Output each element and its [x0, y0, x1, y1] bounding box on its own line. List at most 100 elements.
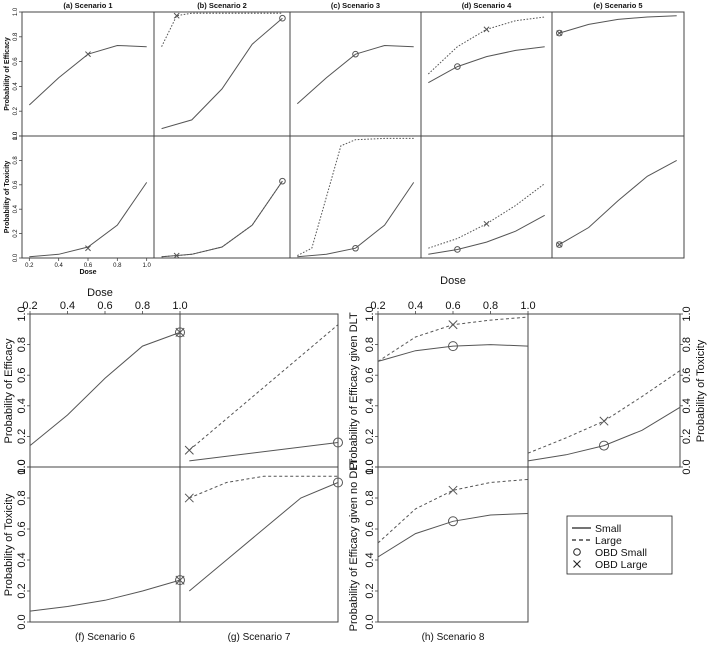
top-efficacy-ytick-label-4: 0.8 [13, 32, 19, 41]
legend-symbol-circle [573, 548, 581, 556]
panel-frame-toxicity-s5 [551, 135, 685, 259]
s8-efficacy-dlt-small-line [377, 344, 529, 362]
top-efficacy-ytick-label-0: 0.0 [13, 131, 19, 140]
s8-efficacy-nodlt-ytick-label-1: 0.2 [364, 583, 376, 598]
panel-frame-efficacy-s2 [153, 11, 291, 137]
s7-efficacy-small-line [189, 442, 339, 462]
bl-ylabel-efficacy: Probability of Efficacy [3, 338, 15, 443]
panel-frame-efficacy-s7 [179, 313, 339, 468]
s7-toxicity-small-line [188, 482, 339, 592]
legend-box [566, 515, 673, 575]
s8-efficacy-nodlt-large-line [377, 478, 529, 544]
s1-efficacy-obd-large-marker [85, 51, 91, 58]
s6-efficacy-ytick-label-5: 1.0 [16, 306, 28, 321]
s8-efficacy-dlt-obd-small-marker [448, 341, 458, 352]
s8-efficacy-nodlt-ytick-label-4: 0.8 [364, 490, 376, 505]
s5-toxicity-obd-small-marker [556, 241, 563, 248]
s8-toxicity-ytick-label-3: 0.6 [681, 368, 693, 383]
legend: Small Large OBD Small OBD Large [566, 515, 673, 575]
s3-efficacy-small-line [296, 44, 414, 105]
s4-efficacy-obd-small-marker [454, 63, 461, 70]
s6-efficacy-ytick-label-4: 0.8 [16, 337, 28, 352]
s8-efficacy-nodlt-small-line [377, 513, 529, 558]
s7-efficacy-large-line [188, 324, 339, 451]
top-dose-xtick-label-4: 1.0 [142, 263, 151, 269]
s5-efficacy-small-line [559, 15, 677, 34]
s8-ylabel-efficacy-nodlt: Probability of Efficacy given no DLT [348, 458, 360, 631]
top-ylabel-toxicity: Probability of Toxicity [4, 161, 11, 234]
s8-efficacy-dlt-ytick-label-4: 0.8 [364, 337, 376, 352]
s8-efficacy-dlt-ytick-label-0: 0.0 [364, 459, 376, 474]
s8-dose-xtick-label-4: 1.0 [520, 300, 535, 312]
s3-efficacy-obd-small-marker [352, 50, 359, 58]
s8-toxicity-ytick-label-2: 0.4 [681, 398, 693, 413]
s6-efficacy-ytick-label-2: 0.4 [16, 398, 28, 413]
s8-efficacy-dlt-obd-large-marker [448, 320, 458, 330]
s6-efficacy-small-line [29, 331, 181, 446]
s6-efficacy-obd-small-marker [175, 327, 185, 338]
s8-dose-xtick-label-2: 0.6 [445, 300, 460, 312]
s8-efficacy-dlt-ytick-label-5: 1.0 [364, 306, 376, 321]
top-dose-xtick-label-2: 0.6 [84, 263, 93, 269]
panel-frame-efficacy-s1 [21, 11, 155, 137]
panel-title-s4: (d) Scenario 4 [462, 1, 512, 10]
s7-toxicity-large-line [189, 475, 338, 499]
panel-frame-toxicity-s1 [21, 135, 155, 259]
s8-efficacy-nodlt-ytick-label-2: 0.4 [364, 552, 376, 567]
s8-efficacy-dlt-ytick-label-2: 0.4 [364, 398, 376, 413]
s8-dose-xtick-label-1: 0.4 [408, 300, 423, 312]
s6-toxicity-ytick-label-5: 1.0 [16, 459, 28, 474]
s6-dose-xtick-label-0: 0.2 [22, 300, 37, 312]
s6-toxicity-ytick-label-3: 0.6 [16, 521, 28, 536]
s6-efficacy-ytick-label-3: 0.6 [16, 368, 28, 383]
s6-xlabel-dose: Dose [87, 287, 113, 299]
panel-frame-efficacy-dlt-s8 [377, 313, 529, 468]
top-toxicity-ytick-label-1: 0.2 [13, 229, 19, 238]
panel-frame-toxicity-s2 [153, 135, 291, 259]
s5-toxicity-small-line [559, 159, 677, 246]
s5-efficacy-obd-small-marker [556, 29, 563, 37]
top-toxicity-ytick-label-3: 0.6 [13, 180, 19, 189]
s2-efficacy-obd-small-marker [279, 14, 286, 22]
s4-toxicity-small-line [428, 214, 545, 255]
s8-toxicity-ytick-label-5: 1.0 [681, 306, 693, 321]
s4-toxicity-obd-large-marker [483, 220, 490, 227]
s7-toxicity-obd-small-marker [333, 477, 343, 488]
chart-text: (a) Scenario 1 (b) Scenario 2 (c) Scenario… [3, 1, 707, 643]
s6-dose-xtick-label-4: 1.0 [172, 300, 187, 312]
s3-toxicity-obd-small-marker [352, 244, 359, 252]
s8-toxicity-ytick-label-1: 0.2 [681, 429, 693, 444]
s2-toxicity-obd-small-marker [279, 177, 286, 185]
s7-efficacy-obd-small-marker [333, 437, 343, 448]
panel-frame-toxicity-s6 [29, 466, 181, 623]
s6-efficacy-obd-large-marker [175, 327, 185, 337]
s5-toxicity-obd-large-marker [556, 241, 563, 248]
top-efficacy-ytick-label-5: 1.0 [13, 7, 19, 16]
legend-label-small: Small [595, 523, 621, 535]
panel-frame-toxicity-s8 [527, 313, 681, 468]
s6-toxicity-obd-large-marker [175, 575, 185, 585]
top-dose-xtick-label-1: 0.4 [54, 263, 63, 269]
top-toxicity-ytick-label-4: 0.8 [13, 156, 19, 165]
top-toxicity-ytick-label-2: 0.4 [13, 204, 19, 213]
s4-efficacy-obd-large-marker [483, 26, 490, 33]
s6-dose-xtick-label-3: 0.8 [135, 300, 150, 312]
s1-toxicity-obd-large-marker [85, 245, 91, 252]
panel-frame-efficacy-s6 [29, 313, 181, 468]
legend-label-large: Large [595, 535, 622, 547]
s4-efficacy-large-line [427, 16, 545, 75]
top-dose-xtick-label-3: 0.8 [113, 263, 122, 269]
panel-frame-efficacy-s3 [289, 11, 422, 137]
s3-toxicity-small-line [297, 182, 415, 258]
panel-frame-toxicity-s4 [420, 135, 553, 259]
s4-efficacy-small-line [428, 46, 545, 84]
s6-toxicity-obd-small-marker [175, 575, 185, 586]
top-efficacy-ytick-label-1: 0.2 [13, 106, 19, 115]
s8-toxicity-obd-large-marker [599, 416, 609, 426]
chart-marks [28, 12, 681, 612]
s6-toxicity-ytick-label-1: 0.2 [16, 583, 28, 598]
s3-toxicity-large-line [297, 137, 414, 257]
s8-efficacy-nodlt-obd-small-marker [448, 516, 458, 527]
s1-toxicity-small-line [29, 182, 148, 258]
